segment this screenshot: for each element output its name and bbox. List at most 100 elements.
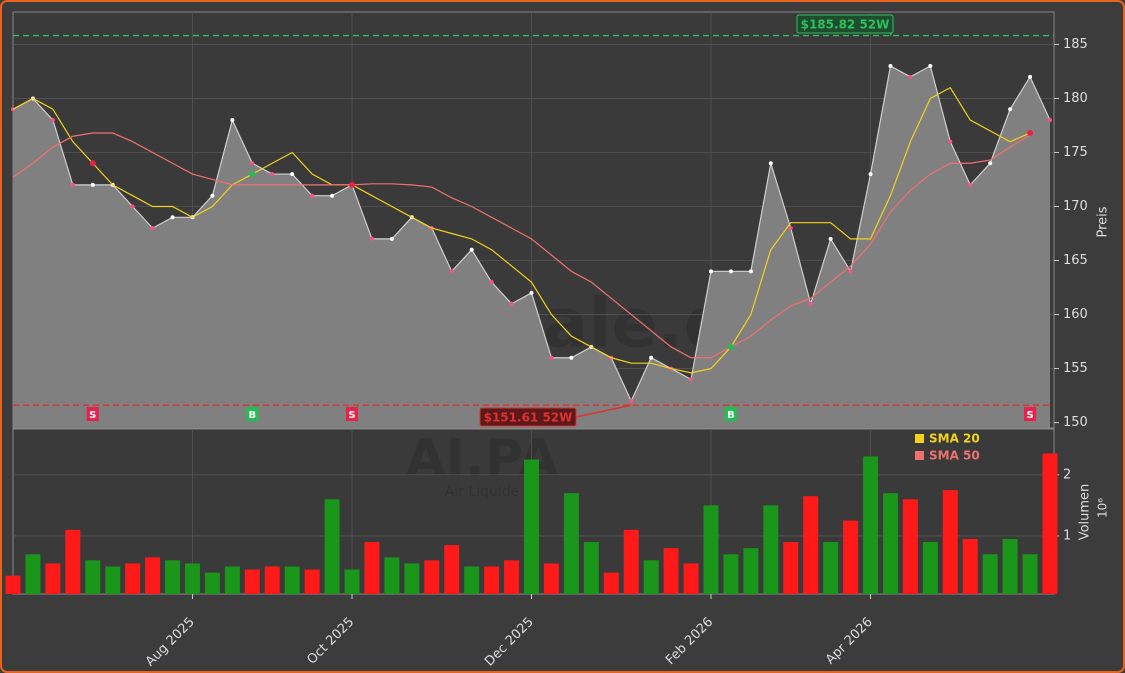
close-point [230,118,235,123]
close-point [569,355,574,360]
y-tick-label: 165 [1063,253,1088,268]
signal-dot [727,343,734,350]
volume-bar [882,493,898,594]
close-point [788,226,793,231]
watermark-company: Air Liquide [445,484,520,500]
y-tick-label: 180 [1063,91,1088,106]
volume-bar [324,499,340,594]
y2-axis-label: Volumen [1078,484,1093,541]
y-tick-label: 175 [1063,145,1088,160]
volume-bar [424,560,440,594]
volume-bar [404,563,420,594]
volume-bar [1042,453,1058,594]
signal-label: B [727,410,735,421]
close-point [150,226,155,231]
close-point [389,236,394,241]
signal-label: S [348,410,355,421]
close-point [708,269,713,274]
y-tick-label: 160 [1063,307,1088,322]
signal-box [246,407,259,421]
volume-bar [1022,554,1038,594]
volume-bar [165,560,181,594]
volume-bar [204,572,220,594]
signal-dot [89,160,96,167]
annotation-box [479,407,577,427]
close-point [948,139,953,144]
signal-box [86,407,99,421]
close-point [250,161,255,166]
close-point [310,193,315,198]
volume-bar [783,542,799,594]
y-tick-label: 185 [1063,37,1088,52]
volume-bar [583,542,599,594]
close-point [908,74,913,79]
volume-bar [524,459,539,594]
volume-bar [65,529,81,594]
volume-bar [723,554,739,594]
volume-bar [364,542,380,594]
legend-label: SMA 20 [929,432,980,446]
y-axis-label: Preis [1096,206,1111,237]
close-point [170,215,175,220]
price-area [13,66,1050,428]
close-point [689,377,694,382]
close-point [828,236,833,241]
volume-bar [444,545,460,594]
annotation-box [796,14,894,34]
volume-bar [464,566,480,594]
close-point [968,182,973,187]
y-tick-label: 150 [1063,415,1088,430]
close-point [1048,118,1052,123]
volume-bar [743,548,759,594]
close-point [210,193,215,198]
sma-line [12,86,1031,374]
close-point [808,301,813,306]
signal-box [346,407,359,421]
sma-line [12,132,1031,359]
close-point [449,269,454,274]
signal-dot [349,181,356,188]
legend-label: SMA 50 [929,449,980,463]
close-point [270,172,275,177]
legend-swatch [915,434,924,443]
y-tick-label: 155 [1063,361,1088,376]
close-point [748,269,753,274]
volume-bar [504,560,520,594]
close-point [290,172,295,177]
volume-bar [284,566,300,594]
volume-bar [683,563,699,594]
volume-bar [125,563,141,594]
volume-bar [384,557,400,594]
close-point [649,355,654,360]
annotation-label: $151.61 52W [484,411,573,425]
volume-bar [45,563,61,594]
volume-bar [803,496,819,594]
volume-bar [703,505,719,594]
close-point [768,161,773,166]
close-point [629,398,634,403]
volume-bar [85,560,101,594]
volume-bar [643,560,659,594]
volume-bar [922,542,938,594]
close-point [130,204,135,209]
close-point [330,193,335,198]
close-point [509,301,514,306]
volume-bar [902,499,918,594]
close-point [489,280,494,285]
close-point [529,290,534,295]
volume-bar [185,563,200,594]
close-point [728,269,733,274]
close-point [848,269,853,274]
y2-tick-label: 1 [1063,528,1071,543]
close-point [369,236,374,241]
legend-swatch [915,451,924,460]
y2-unit: 10⁶ [1096,498,1110,518]
volume-bar [623,529,639,594]
volume-bar [484,566,500,594]
close-point [868,172,873,177]
volume-bar [663,548,679,594]
volume-bar [563,493,579,594]
